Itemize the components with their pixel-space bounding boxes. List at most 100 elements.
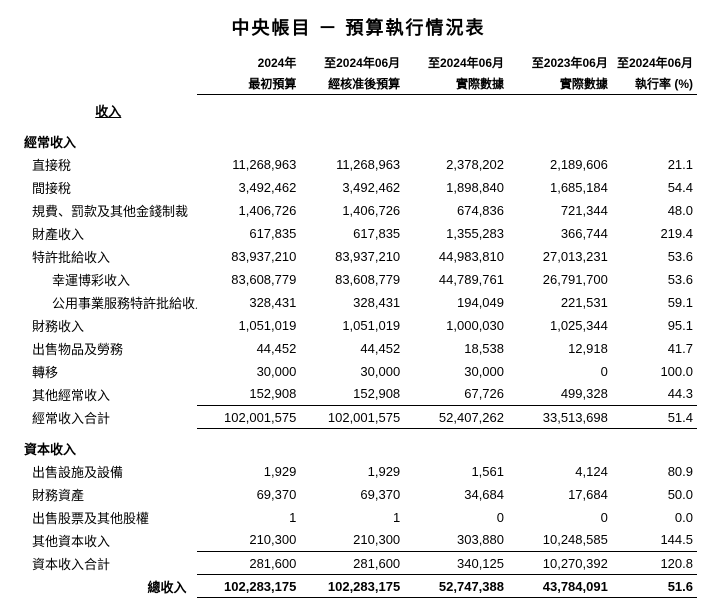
grand-total: 總收入102,283,175102,283,17552,747,38843,78… xyxy=(20,575,697,598)
cell: 102,001,575 xyxy=(197,406,301,429)
cell: 52,747,388 xyxy=(404,575,508,598)
cell: 44.3 xyxy=(612,383,697,406)
row-label: 公用事業服務特許批給收入 xyxy=(20,291,197,314)
cell: 281,600 xyxy=(197,552,301,575)
recurrent-row-0: 直接稅11,268,96311,268,9632,378,2022,189,60… xyxy=(20,153,697,176)
cell: 44,983,810 xyxy=(404,245,508,268)
col2-top: 至2024年06月 xyxy=(300,52,404,73)
row-label: 其他經常收入 xyxy=(20,383,197,406)
cell: 152,908 xyxy=(300,383,404,406)
cell: 221,531 xyxy=(508,291,612,314)
cell: 30,000 xyxy=(300,360,404,383)
cell: 1,406,726 xyxy=(300,199,404,222)
section-recurrent: 經常收入 xyxy=(20,122,197,153)
cell: 102,283,175 xyxy=(197,575,301,598)
cell: 0 xyxy=(508,360,612,383)
cell: 41.7 xyxy=(612,337,697,360)
cell: 1 xyxy=(197,506,301,529)
cell: 2,189,606 xyxy=(508,153,612,176)
subtotal-recurrent: 經常收入合計102,001,575102,001,57552,407,26233… xyxy=(20,406,697,429)
cell: 120.8 xyxy=(612,552,697,575)
col1-sub: 最初預算 xyxy=(197,73,301,95)
recurrent-row-2: 規費、罰款及其他金錢制裁1,406,7261,406,726674,836721… xyxy=(20,199,697,222)
report-title: 中央帳目 － 預算執行情況表 xyxy=(20,14,697,40)
cell: 67,726 xyxy=(404,383,508,406)
cell: 0.0 xyxy=(612,506,697,529)
cell: 303,880 xyxy=(404,529,508,552)
total-label: 經常收入合計 xyxy=(20,406,197,429)
cell: 48.0 xyxy=(612,199,697,222)
cell: 1,929 xyxy=(197,460,301,483)
recurrent-row-8: 出售物品及勞務44,45244,45218,53812,91841.7 xyxy=(20,337,697,360)
recurrent-row-4: 特許批給收入83,937,21083,937,21044,983,81027,0… xyxy=(20,245,697,268)
cell: 83,937,210 xyxy=(197,245,301,268)
cell: 44,452 xyxy=(197,337,301,360)
cell: 328,431 xyxy=(197,291,301,314)
cell: 1,898,840 xyxy=(404,176,508,199)
cell: 80.9 xyxy=(612,460,697,483)
cell: 43,784,091 xyxy=(508,575,612,598)
cell: 144.5 xyxy=(612,529,697,552)
cell: 1,355,283 xyxy=(404,222,508,245)
row-label: 幸運博彩收入 xyxy=(20,268,197,291)
row-label: 出售設施及設備 xyxy=(20,460,197,483)
cell: 1,000,030 xyxy=(404,314,508,337)
cell: 1,561 xyxy=(404,460,508,483)
cell: 194,049 xyxy=(404,291,508,314)
row-label: 轉移 xyxy=(20,360,197,383)
cell: 33,513,698 xyxy=(508,406,612,429)
recurrent-row-5: 幸運博彩收入83,608,77983,608,77944,789,76126,7… xyxy=(20,268,697,291)
cell: 17,684 xyxy=(508,483,612,506)
col5-sub: 執行率 (%) xyxy=(612,73,697,95)
row-label: 規費、罰款及其他金錢制裁 xyxy=(20,199,197,222)
cell: 0 xyxy=(508,506,612,529)
total-label: 資本收入合計 xyxy=(20,552,197,575)
row-label: 財務收入 xyxy=(20,314,197,337)
cell: 44,452 xyxy=(300,337,404,360)
cell: 26,791,700 xyxy=(508,268,612,291)
recurrent-row-3: 財產收入617,835617,8351,355,283366,744219.4 xyxy=(20,222,697,245)
cell: 1,406,726 xyxy=(197,199,301,222)
recurrent-row-6: 公用事業服務特許批給收入328,431328,431194,049221,531… xyxy=(20,291,697,314)
cell: 210,300 xyxy=(300,529,404,552)
col2-sub: 經核准後預算 xyxy=(300,73,404,95)
grand-total-label: 總收入 xyxy=(20,575,197,598)
cell: 12,918 xyxy=(508,337,612,360)
cell: 83,608,779 xyxy=(300,268,404,291)
cell: 54.4 xyxy=(612,176,697,199)
cell: 4,124 xyxy=(508,460,612,483)
cell: 328,431 xyxy=(300,291,404,314)
capital-row-2: 出售股票及其他股權11000.0 xyxy=(20,506,697,529)
cell: 3,492,462 xyxy=(300,176,404,199)
row-label: 出售股票及其他股權 xyxy=(20,506,197,529)
cell: 18,538 xyxy=(404,337,508,360)
capital-row-0: 出售設施及設備1,9291,9291,5614,12480.9 xyxy=(20,460,697,483)
cell: 59.1 xyxy=(612,291,697,314)
cell: 95.1 xyxy=(612,314,697,337)
row-label: 間接稅 xyxy=(20,176,197,199)
cell: 1,025,344 xyxy=(508,314,612,337)
col4-sub: 實際數據 xyxy=(508,73,612,95)
cell: 1 xyxy=(300,506,404,529)
col5-top: 至2024年06月 xyxy=(612,52,697,73)
cell: 83,608,779 xyxy=(197,268,301,291)
cell: 1,051,019 xyxy=(197,314,301,337)
budget-table: 2024年 至2024年06月 至2024年06月 至2023年06月 至202… xyxy=(20,52,697,598)
cell: 366,744 xyxy=(508,222,612,245)
row-label: 出售物品及勞務 xyxy=(20,337,197,360)
col3-top: 至2024年06月 xyxy=(404,52,508,73)
cell: 674,836 xyxy=(404,199,508,222)
recurrent-row-1: 間接稅3,492,4623,492,4621,898,8401,685,1845… xyxy=(20,176,697,199)
section-capital: 資本收入 xyxy=(20,429,197,460)
cell: 102,283,175 xyxy=(300,575,404,598)
cell: 1,051,019 xyxy=(300,314,404,337)
row-label: 直接稅 xyxy=(20,153,197,176)
cell: 1,685,184 xyxy=(508,176,612,199)
cell: 34,684 xyxy=(404,483,508,506)
cell: 499,328 xyxy=(508,383,612,406)
row-label: 其他資本收入 xyxy=(20,529,197,552)
cell: 210,300 xyxy=(197,529,301,552)
cell: 44,789,761 xyxy=(404,268,508,291)
cell: 617,835 xyxy=(300,222,404,245)
cell: 53.6 xyxy=(612,245,697,268)
